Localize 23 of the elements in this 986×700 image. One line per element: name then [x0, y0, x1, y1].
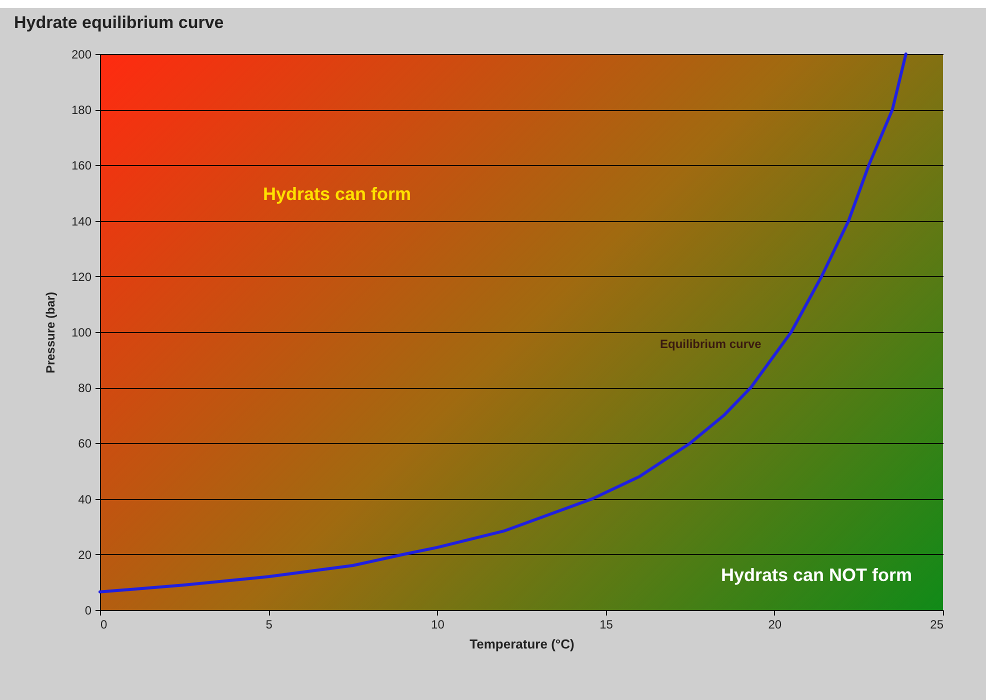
y-tick-label: 140	[71, 214, 92, 228]
annotation: Hydrats can NOT form	[720, 565, 912, 585]
y-tick-label: 80	[78, 381, 92, 396]
x-tick-label: 20	[768, 618, 782, 632]
x-tick-label: 5	[266, 618, 273, 632]
y-tick-label: 160	[71, 158, 92, 173]
y-tick-label: 60	[78, 436, 92, 451]
series-label: Equilibrium curve	[660, 337, 762, 351]
x-axis-title: Temperature (°C)	[470, 636, 574, 652]
y-tick-label: 180	[71, 103, 92, 118]
x-tick-label: 10	[431, 618, 445, 632]
annotation: Hydrats can form	[263, 184, 412, 204]
y-tick-label: 100	[71, 326, 92, 340]
x-tick-label: 15	[600, 618, 614, 632]
y-axis-title: Pressure (bar)	[43, 292, 58, 374]
y-tick-label: 40	[78, 492, 92, 506]
x-tick-label: 25	[930, 618, 944, 632]
y-tick-label: 120	[71, 270, 92, 284]
chart-title: Hydrate equilibrium curve	[14, 13, 224, 32]
y-tick-label: 0	[84, 604, 92, 618]
y-tick-label: 200	[71, 48, 92, 62]
x-tick-label: 0	[100, 618, 108, 632]
y-tick-label: 20	[78, 548, 92, 562]
